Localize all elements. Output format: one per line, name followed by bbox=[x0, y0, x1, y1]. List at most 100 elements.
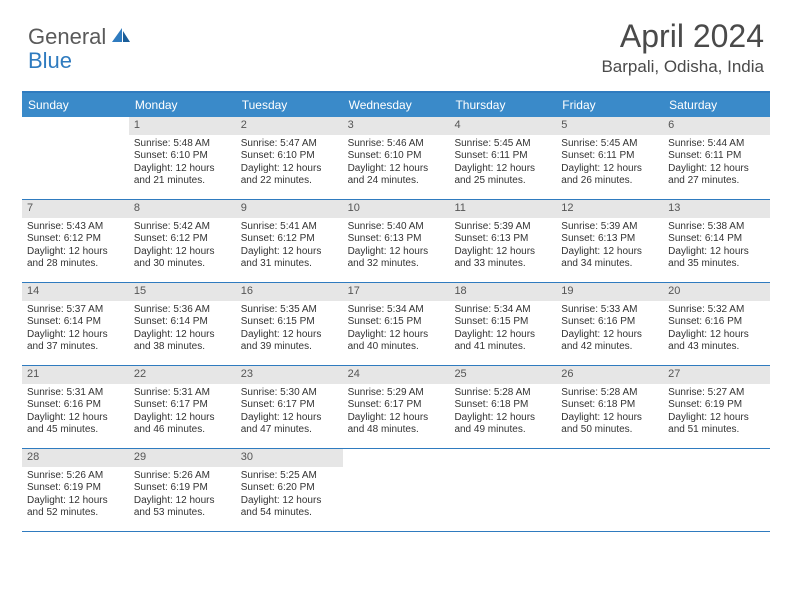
day-sr: Sunrise: 5:34 AM bbox=[454, 304, 551, 317]
day-ss: Sunset: 6:12 PM bbox=[27, 233, 124, 246]
day-ss: Sunset: 6:19 PM bbox=[668, 399, 765, 412]
day-d2: and 37 minutes. bbox=[27, 341, 124, 354]
day-sr: Sunrise: 5:31 AM bbox=[134, 387, 231, 400]
day-ss: Sunset: 6:19 PM bbox=[134, 482, 231, 495]
day-d2: and 31 minutes. bbox=[241, 258, 338, 271]
day-number: 14 bbox=[22, 283, 129, 301]
location-subtitle: Barpali, Odisha, India bbox=[601, 57, 764, 77]
day-sr: Sunrise: 5:41 AM bbox=[241, 221, 338, 234]
day-d2: and 28 minutes. bbox=[27, 258, 124, 271]
day-body: Sunrise: 5:25 AMSunset: 6:20 PMDaylight:… bbox=[236, 467, 343, 524]
day-cell: 7Sunrise: 5:43 AMSunset: 6:12 PMDaylight… bbox=[22, 200, 129, 282]
day-d1: Daylight: 12 hours bbox=[348, 329, 445, 342]
day-body: Sunrise: 5:39 AMSunset: 6:13 PMDaylight:… bbox=[556, 218, 663, 275]
week-row: 21Sunrise: 5:31 AMSunset: 6:16 PMDayligh… bbox=[22, 366, 770, 449]
day-body: Sunrise: 5:31 AMSunset: 6:17 PMDaylight:… bbox=[129, 384, 236, 441]
day-number: 28 bbox=[22, 449, 129, 467]
day-number: 17 bbox=[343, 283, 450, 301]
logo-text-blue: Blue bbox=[28, 48, 72, 73]
day-cell: 1Sunrise: 5:48 AMSunset: 6:10 PMDaylight… bbox=[129, 117, 236, 199]
day-ss: Sunset: 6:18 PM bbox=[561, 399, 658, 412]
day-d2: and 43 minutes. bbox=[668, 341, 765, 354]
day-cell: 15Sunrise: 5:36 AMSunset: 6:14 PMDayligh… bbox=[129, 283, 236, 365]
day-d1: Daylight: 12 hours bbox=[27, 412, 124, 425]
day-body: Sunrise: 5:46 AMSunset: 6:10 PMDaylight:… bbox=[343, 135, 450, 192]
day-sr: Sunrise: 5:26 AM bbox=[134, 470, 231, 483]
day-d1: Daylight: 12 hours bbox=[348, 163, 445, 176]
day-body: Sunrise: 5:40 AMSunset: 6:13 PMDaylight:… bbox=[343, 218, 450, 275]
day-cell: 19Sunrise: 5:33 AMSunset: 6:16 PMDayligh… bbox=[556, 283, 663, 365]
day-cell: 21Sunrise: 5:31 AMSunset: 6:16 PMDayligh… bbox=[22, 366, 129, 448]
title-block: April 2024 Barpali, Odisha, India bbox=[601, 18, 764, 77]
day-cell: 26Sunrise: 5:28 AMSunset: 6:18 PMDayligh… bbox=[556, 366, 663, 448]
day-d1: Daylight: 12 hours bbox=[134, 412, 231, 425]
day-sr: Sunrise: 5:47 AM bbox=[241, 138, 338, 151]
day-d1: Daylight: 12 hours bbox=[668, 329, 765, 342]
logo: General bbox=[28, 24, 134, 50]
day-ss: Sunset: 6:16 PM bbox=[27, 399, 124, 412]
day-d1: Daylight: 12 hours bbox=[561, 412, 658, 425]
day-sr: Sunrise: 5:30 AM bbox=[241, 387, 338, 400]
day-number: 11 bbox=[449, 200, 556, 218]
day-number: 30 bbox=[236, 449, 343, 467]
day-cell: 4Sunrise: 5:45 AMSunset: 6:11 PMDaylight… bbox=[449, 117, 556, 199]
day-cell: 9Sunrise: 5:41 AMSunset: 6:12 PMDaylight… bbox=[236, 200, 343, 282]
day-d2: and 26 minutes. bbox=[561, 175, 658, 188]
day-cell bbox=[343, 449, 450, 531]
day-ss: Sunset: 6:18 PM bbox=[454, 399, 551, 412]
day-number: 10 bbox=[343, 200, 450, 218]
day-cell: 28Sunrise: 5:26 AMSunset: 6:19 PMDayligh… bbox=[22, 449, 129, 531]
day-ss: Sunset: 6:12 PM bbox=[241, 233, 338, 246]
day-ss: Sunset: 6:10 PM bbox=[241, 150, 338, 163]
day-d2: and 38 minutes. bbox=[134, 341, 231, 354]
day-d1: Daylight: 12 hours bbox=[241, 412, 338, 425]
day-d1: Daylight: 12 hours bbox=[561, 163, 658, 176]
day-number: 1 bbox=[129, 117, 236, 135]
month-title: April 2024 bbox=[601, 18, 764, 55]
day-ss: Sunset: 6:17 PM bbox=[241, 399, 338, 412]
day-cell bbox=[22, 117, 129, 199]
day-body: Sunrise: 5:48 AMSunset: 6:10 PMDaylight:… bbox=[129, 135, 236, 192]
day-d2: and 54 minutes. bbox=[241, 507, 338, 520]
day-number: 21 bbox=[22, 366, 129, 384]
day-sr: Sunrise: 5:37 AM bbox=[27, 304, 124, 317]
week-row: 28Sunrise: 5:26 AMSunset: 6:19 PMDayligh… bbox=[22, 449, 770, 532]
day-sr: Sunrise: 5:46 AM bbox=[348, 138, 445, 151]
day-sr: Sunrise: 5:44 AM bbox=[668, 138, 765, 151]
day-ss: Sunset: 6:14 PM bbox=[27, 316, 124, 329]
day-number: 22 bbox=[129, 366, 236, 384]
day-ss: Sunset: 6:15 PM bbox=[348, 316, 445, 329]
day-number: 23 bbox=[236, 366, 343, 384]
day-d1: Daylight: 12 hours bbox=[454, 412, 551, 425]
day-body: Sunrise: 5:45 AMSunset: 6:11 PMDaylight:… bbox=[449, 135, 556, 192]
day-body: Sunrise: 5:41 AMSunset: 6:12 PMDaylight:… bbox=[236, 218, 343, 275]
day-number: 13 bbox=[663, 200, 770, 218]
day-body: Sunrise: 5:36 AMSunset: 6:14 PMDaylight:… bbox=[129, 301, 236, 358]
day-d2: and 46 minutes. bbox=[134, 424, 231, 437]
day-number: 29 bbox=[129, 449, 236, 467]
day-d1: Daylight: 12 hours bbox=[454, 246, 551, 259]
day-d2: and 32 minutes. bbox=[348, 258, 445, 271]
day-sr: Sunrise: 5:29 AM bbox=[348, 387, 445, 400]
dow-tuesday: Tuesday bbox=[236, 93, 343, 117]
day-cell: 16Sunrise: 5:35 AMSunset: 6:15 PMDayligh… bbox=[236, 283, 343, 365]
calendar: Sunday Monday Tuesday Wednesday Thursday… bbox=[22, 91, 770, 532]
day-cell bbox=[556, 449, 663, 531]
day-cell: 6Sunrise: 5:44 AMSunset: 6:11 PMDaylight… bbox=[663, 117, 770, 199]
day-sr: Sunrise: 5:34 AM bbox=[348, 304, 445, 317]
day-ss: Sunset: 6:13 PM bbox=[454, 233, 551, 246]
day-sr: Sunrise: 5:28 AM bbox=[454, 387, 551, 400]
day-sr: Sunrise: 5:32 AM bbox=[668, 304, 765, 317]
day-d1: Daylight: 12 hours bbox=[241, 163, 338, 176]
day-cell: 5Sunrise: 5:45 AMSunset: 6:11 PMDaylight… bbox=[556, 117, 663, 199]
day-ss: Sunset: 6:13 PM bbox=[561, 233, 658, 246]
day-body: Sunrise: 5:39 AMSunset: 6:13 PMDaylight:… bbox=[449, 218, 556, 275]
day-cell: 10Sunrise: 5:40 AMSunset: 6:13 PMDayligh… bbox=[343, 200, 450, 282]
day-cell: 12Sunrise: 5:39 AMSunset: 6:13 PMDayligh… bbox=[556, 200, 663, 282]
day-sr: Sunrise: 5:45 AM bbox=[454, 138, 551, 151]
day-cell: 14Sunrise: 5:37 AMSunset: 6:14 PMDayligh… bbox=[22, 283, 129, 365]
day-d1: Daylight: 12 hours bbox=[348, 246, 445, 259]
day-ss: Sunset: 6:15 PM bbox=[241, 316, 338, 329]
day-body: Sunrise: 5:37 AMSunset: 6:14 PMDaylight:… bbox=[22, 301, 129, 358]
day-cell: 13Sunrise: 5:38 AMSunset: 6:14 PMDayligh… bbox=[663, 200, 770, 282]
